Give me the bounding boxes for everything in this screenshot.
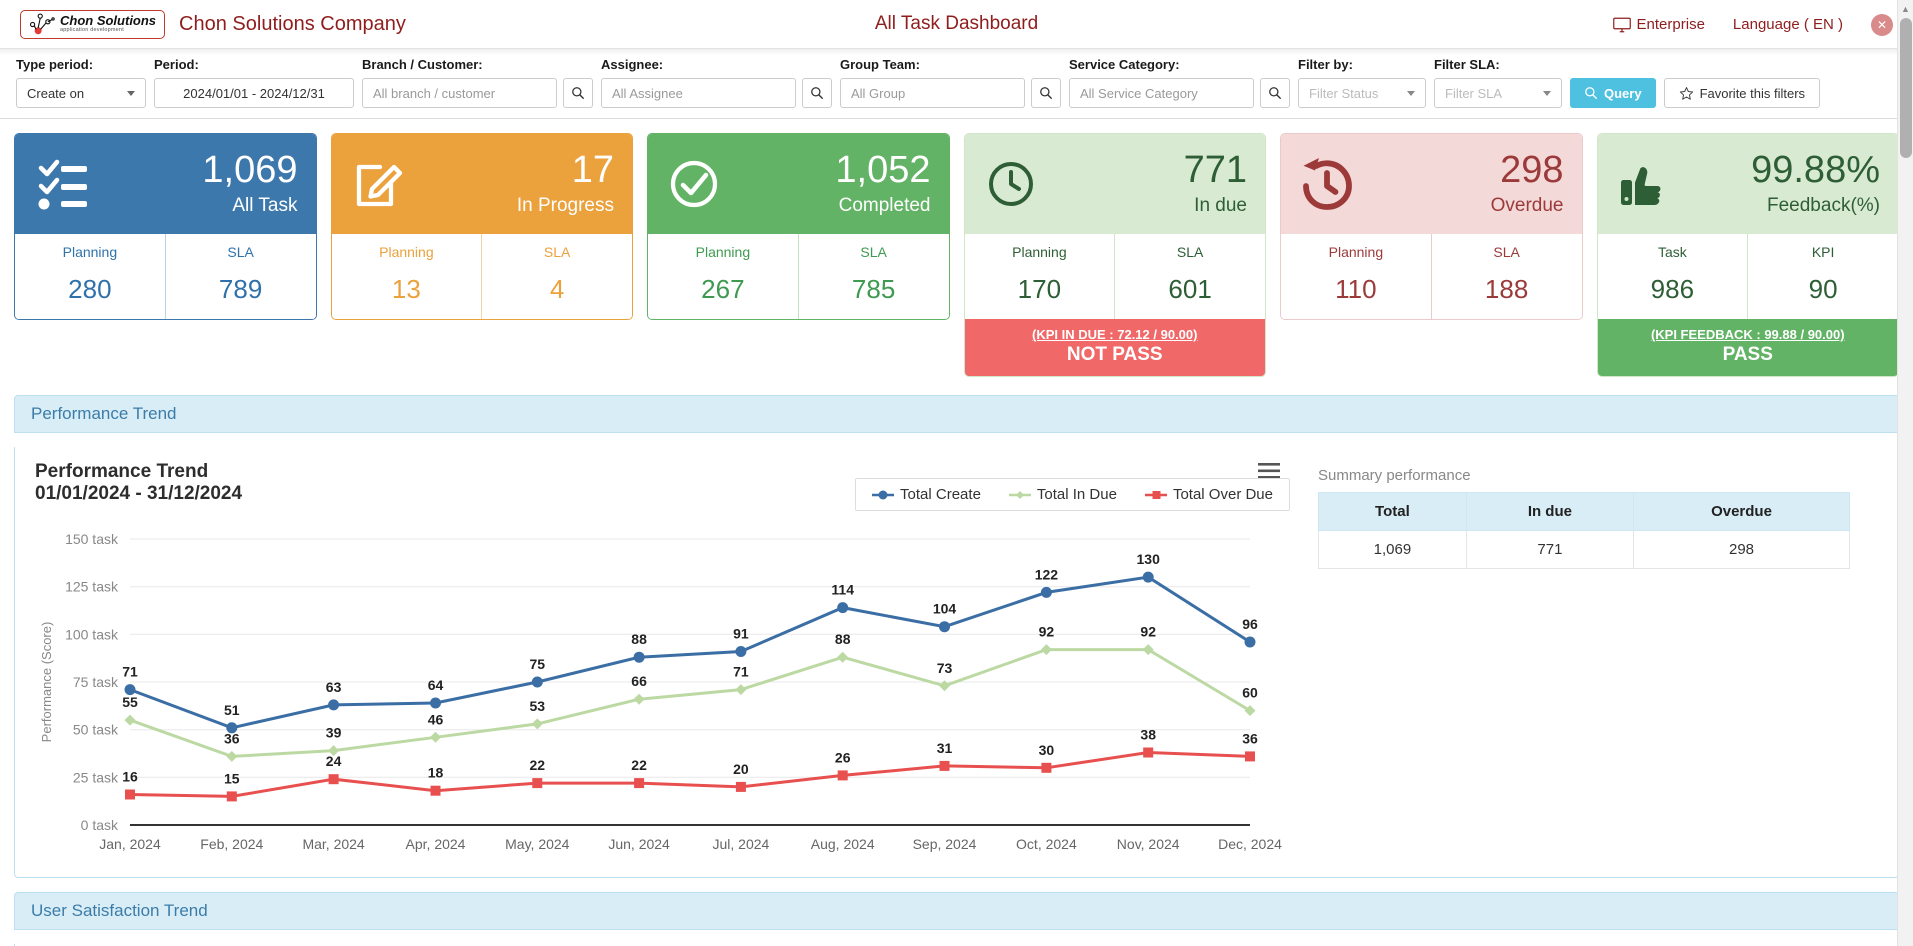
svg-text:63: 63 [326,679,342,695]
svg-text:31: 31 [937,740,953,756]
svg-text:50 task: 50 task [73,722,119,738]
svg-text:55: 55 [122,694,138,710]
svg-text:0 task: 0 task [81,817,119,833]
svg-text:24: 24 [326,753,342,769]
svg-text:Mar, 2024: Mar, 2024 [302,836,364,852]
svg-text:20: 20 [733,761,749,777]
svg-text:16: 16 [122,769,138,785]
svg-text:May, 2024: May, 2024 [505,836,570,852]
svg-text:104: 104 [933,601,957,617]
svg-text:39: 39 [326,725,342,741]
svg-text:38: 38 [1140,727,1156,743]
svg-text:22: 22 [530,757,546,773]
svg-text:Jan, 2024: Jan, 2024 [99,836,161,852]
svg-text:Feb, 2024: Feb, 2024 [200,836,263,852]
svg-text:88: 88 [631,631,647,647]
svg-text:75 task: 75 task [73,674,119,690]
svg-text:71: 71 [122,664,138,680]
svg-text:91: 91 [733,626,749,642]
svg-text:22: 22 [631,757,647,773]
svg-text:64: 64 [428,677,444,693]
svg-text:92: 92 [1039,624,1055,640]
svg-text:46: 46 [428,711,444,727]
svg-text:100 task: 100 task [65,626,119,642]
svg-text:Performance (Score): Performance (Score) [39,622,54,743]
svg-text:25 task: 25 task [73,769,119,785]
svg-text:18: 18 [428,765,444,781]
svg-text:Nov, 2024: Nov, 2024 [1117,836,1180,852]
svg-text:51: 51 [224,702,240,718]
svg-text:15: 15 [224,770,240,786]
svg-text:150 task: 150 task [65,531,119,547]
svg-text:75: 75 [530,656,546,672]
svg-text:Apr, 2024: Apr, 2024 [406,836,466,852]
svg-text:73: 73 [937,660,953,676]
svg-text:60: 60 [1242,685,1258,701]
svg-text:Oct, 2024: Oct, 2024 [1016,836,1077,852]
svg-text:Aug, 2024: Aug, 2024 [811,836,875,852]
svg-text:114: 114 [831,582,854,598]
svg-text:122: 122 [1035,566,1059,582]
svg-text:Jun, 2024: Jun, 2024 [608,836,670,852]
svg-text:36: 36 [224,730,240,746]
svg-text:53: 53 [530,698,546,714]
svg-text:88: 88 [835,631,851,647]
svg-text:130: 130 [1137,551,1161,567]
svg-text:66: 66 [631,673,647,689]
svg-text:36: 36 [1242,730,1258,746]
svg-text:26: 26 [835,749,851,765]
svg-text:Sep, 2024: Sep, 2024 [913,836,977,852]
svg-text:Jul, 2024: Jul, 2024 [712,836,769,852]
svg-text:96: 96 [1242,616,1258,632]
svg-text:125 task: 125 task [65,579,119,595]
svg-text:92: 92 [1140,624,1156,640]
svg-text:30: 30 [1039,742,1055,758]
svg-text:71: 71 [733,664,749,680]
svg-text:Dec, 2024: Dec, 2024 [1218,836,1282,852]
